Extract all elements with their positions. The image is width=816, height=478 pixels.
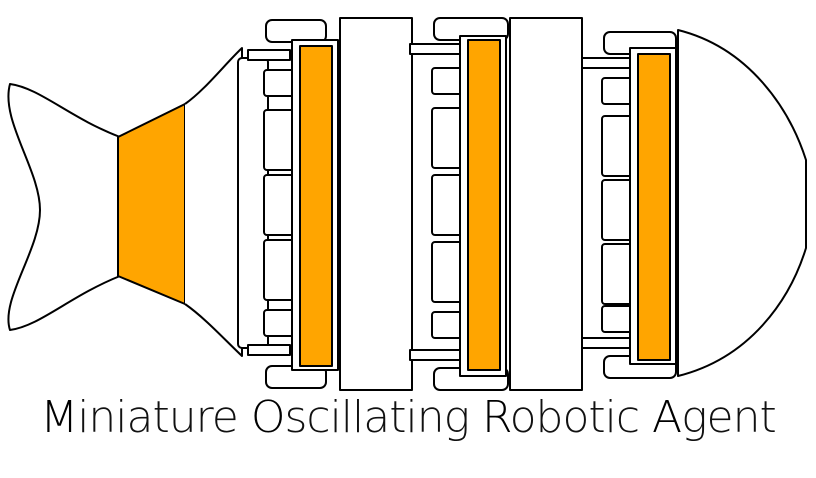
segment-2-tab-2 <box>431 107 463 169</box>
caption: Miniature Oscillating Robotic Agent <box>0 392 816 443</box>
segment-2-tab-5 <box>431 311 463 339</box>
segment-1-tab-2 <box>263 109 295 171</box>
segment-1-rail-bottom <box>247 344 291 356</box>
segment-1-cap-top <box>265 19 327 43</box>
caption-word-2: Oscillating <box>250 392 470 443</box>
segment-1-tab-3 <box>263 174 295 236</box>
head <box>677 29 807 377</box>
segment-3-rail-top <box>581 57 633 69</box>
caption-word-1: Miniature <box>40 392 239 443</box>
segment-2-actuator <box>467 39 501 371</box>
tail-fin <box>7 83 121 331</box>
segment-3-tab-2 <box>601 115 633 177</box>
caption-word-3: Robotic <box>482 392 640 443</box>
segment-2-tab-1 <box>431 67 463 95</box>
segment-2-tab-3 <box>431 174 463 236</box>
segment-3-tab-5 <box>601 305 633 333</box>
segment-2-tab-4 <box>431 241 463 303</box>
segment-1-housing <box>339 17 413 391</box>
segment-3-actuator <box>637 53 671 361</box>
segment-3-rail-bottom <box>581 337 633 349</box>
tail-band <box>117 103 186 305</box>
segment-1-tab-1 <box>263 69 295 97</box>
robot-fish-diagram <box>7 17 807 391</box>
segment-2-housing <box>509 17 583 391</box>
segment-1-actuator <box>299 45 333 367</box>
body-neck <box>184 47 243 357</box>
segment-2-rail-top <box>409 43 461 55</box>
caption-word-4: Agent <box>652 392 777 443</box>
segment-1-rail-top <box>247 49 291 61</box>
segment-3-tab-1 <box>601 77 633 105</box>
segment-1-tab-5 <box>263 309 295 337</box>
segment-3-tab-3 <box>601 179 633 241</box>
segment-2-rail-bottom <box>409 349 461 361</box>
segment-3-tab-4 <box>601 243 633 305</box>
segment-1-tab-4 <box>263 239 295 301</box>
